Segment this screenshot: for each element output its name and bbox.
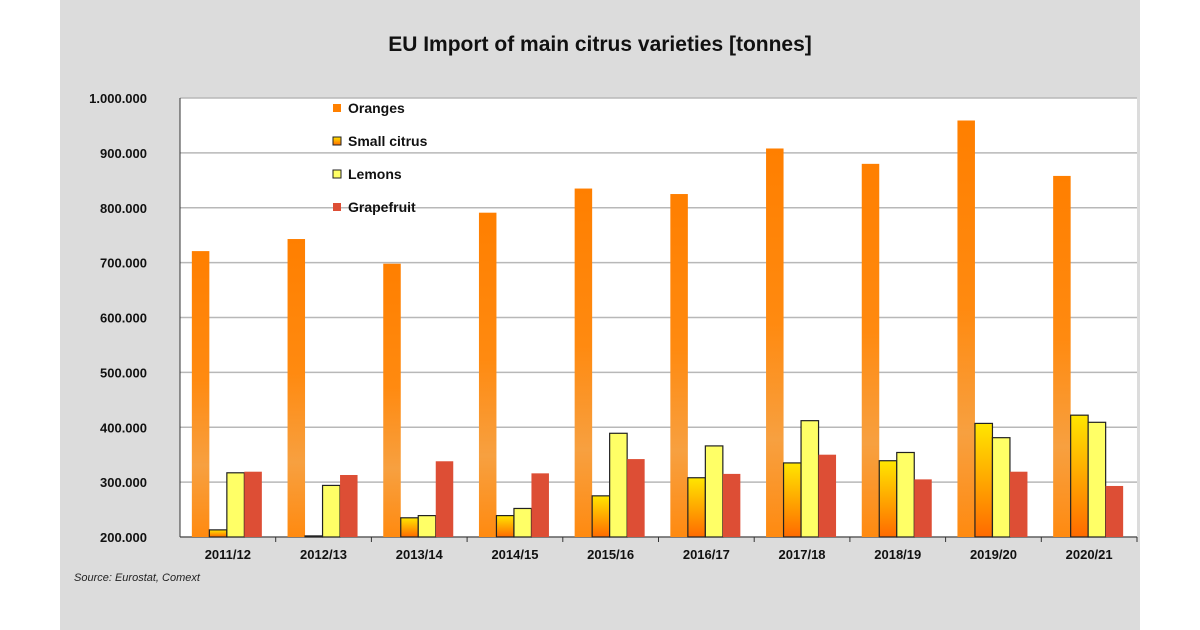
legend-label: Small citrus: [348, 133, 428, 149]
bar-lemons: [1087, 421, 1107, 538]
legend-label: Lemons: [348, 166, 402, 182]
bar-grapefruit: [244, 471, 262, 537]
bar-oranges: [574, 188, 593, 537]
bar-grapefruit: [531, 473, 549, 537]
y-tick-label: 700.000: [100, 256, 147, 271]
bar-oranges: [957, 120, 975, 537]
legend-swatch: [333, 104, 341, 112]
x-tick-label: 2017/18: [779, 547, 826, 562]
bar-oranges: [670, 194, 688, 537]
bar-oranges: [861, 163, 880, 537]
bar-grapefruit: [722, 473, 741, 537]
x-tick-label: 2018/19: [874, 547, 921, 562]
bar-grapefruit: [1105, 485, 1124, 537]
bar-small-citrus: [782, 462, 802, 538]
legend-swatch: [332, 136, 342, 146]
y-tick-label: 1.000.000: [89, 91, 147, 106]
y-tick-label: 200.000: [100, 530, 147, 545]
bar-oranges: [191, 251, 210, 537]
chart-title: EU Import of main citrus varieties [tonn…: [388, 33, 812, 56]
bar-lemons: [417, 514, 437, 538]
bar-grapefruit: [340, 474, 358, 537]
bar-lemons: [513, 507, 533, 538]
bar-oranges: [766, 148, 784, 538]
bar-small-citrus: [495, 514, 515, 538]
legend-swatch: [332, 169, 342, 179]
y-tick-label: 800.000: [100, 201, 147, 216]
legend-label: Oranges: [348, 100, 405, 116]
bar-small-citrus: [591, 495, 611, 538]
bar-small-citrus: [400, 517, 419, 538]
bar-lemons: [321, 484, 341, 538]
bar-small-citrus: [208, 529, 228, 538]
y-tick-label: 300.000: [100, 475, 147, 490]
x-tick-label: 2016/17: [683, 547, 730, 562]
y-tick-label: 900.000: [100, 146, 147, 161]
source-note: Source: Eurostat, Comext: [74, 572, 200, 584]
bar-small-citrus: [687, 477, 706, 538]
bar-grapefruit: [818, 454, 837, 537]
bar-lemons: [609, 432, 628, 538]
bar-oranges: [478, 212, 497, 537]
y-tick-label: 500.000: [100, 365, 147, 380]
x-tick-label: 2011/12: [205, 547, 251, 562]
bar-small-citrus: [1070, 414, 1089, 538]
bar-lemons: [896, 451, 915, 538]
y-tick-label: 600.000: [100, 311, 147, 326]
bar-grapefruit: [914, 479, 932, 537]
bar-oranges: [383, 263, 401, 537]
bar-lemons: [800, 420, 820, 538]
bar-grapefruit: [435, 461, 454, 537]
x-tick-label: 2020/21: [1066, 547, 1113, 562]
x-tick-label: 2014/15: [491, 547, 538, 562]
bar-small-citrus: [974, 422, 994, 538]
x-tick-label: 2019/20: [970, 547, 1017, 562]
x-tick-label: 2013/14: [396, 547, 444, 562]
bar-grapefruit: [1009, 471, 1028, 537]
bar-oranges: [287, 239, 306, 537]
bar-small-citrus: [304, 535, 324, 538]
x-tick-label: 2012/13: [300, 547, 347, 562]
bar-small-citrus: [878, 460, 898, 538]
legend-swatch: [333, 203, 341, 211]
y-tick-label: 400.000: [100, 420, 147, 435]
x-tick-label: 2015/16: [587, 547, 634, 562]
bar-lemons: [226, 472, 245, 538]
bar-lemons: [991, 437, 1011, 538]
bar-lemons: [704, 445, 724, 538]
bar-oranges: [1053, 175, 1071, 538]
legend-label: Grapefruit: [348, 199, 416, 215]
bar-grapefruit: [627, 459, 645, 537]
